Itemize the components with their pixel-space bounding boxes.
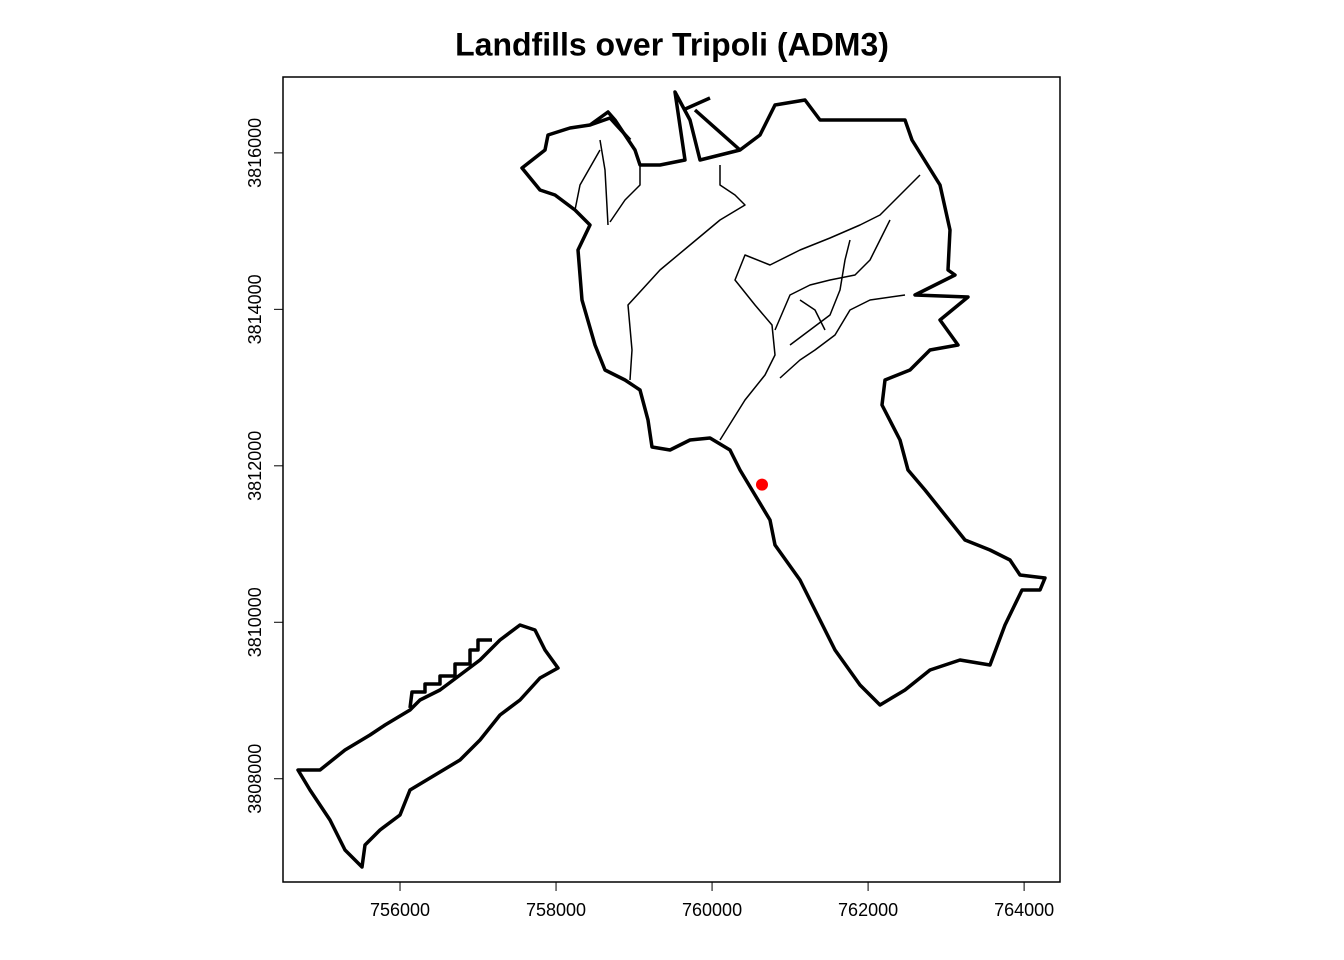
subdistrict-line — [574, 139, 921, 441]
district-outline — [296, 623, 560, 869]
x-tick-label: 756000 — [370, 900, 430, 920]
landfill-point — [755, 478, 768, 491]
x-tick-label: 764000 — [994, 900, 1054, 920]
x-tick-label: 760000 — [682, 900, 742, 920]
y-tick-label: 3814000 — [245, 274, 265, 344]
y-tick-label: 3808000 — [245, 744, 265, 814]
chart-title: Landfills over Tripoli (ADM3) — [455, 26, 889, 62]
x-tick-label: 762000 — [838, 900, 898, 920]
x-tick-label: 758000 — [526, 900, 586, 920]
y-tick-label: 3812000 — [245, 431, 265, 501]
map-outlines — [296, 90, 1047, 869]
district-outline — [520, 90, 1047, 707]
y-tick-label: 3810000 — [245, 587, 265, 657]
district-outline — [589, 96, 742, 152]
y-tick-label: 3816000 — [245, 118, 265, 188]
plot-frame — [282, 76, 1061, 883]
